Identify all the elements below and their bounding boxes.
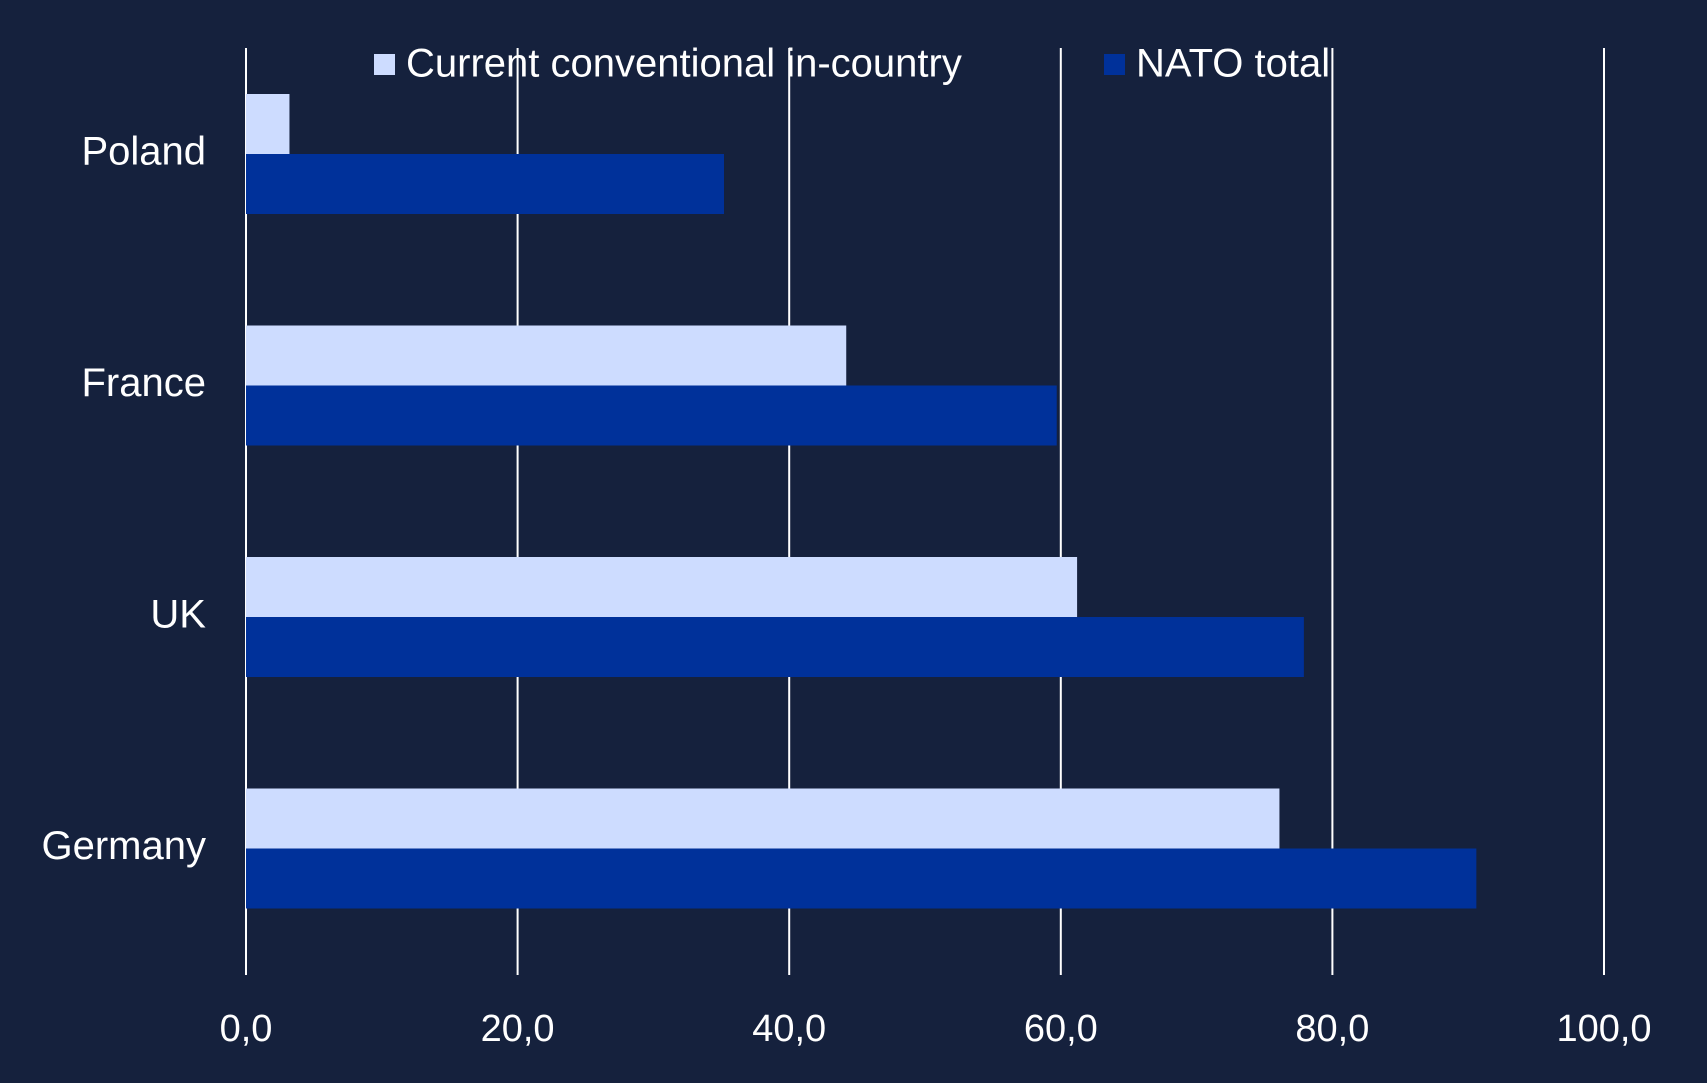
legend-label: Current conventional in-country <box>406 42 962 86</box>
y-category-label: Germany <box>42 824 207 868</box>
x-tick-label: 100,0 <box>1556 1008 1651 1050</box>
bar-current-conventional <box>246 788 1280 849</box>
legend-swatch <box>1104 54 1125 75</box>
bar-current-conventional <box>246 94 290 154</box>
legend: Current conventional in-country NATO tota… <box>374 42 1330 86</box>
bars <box>246 94 1477 909</box>
x-tick-label: 40,0 <box>752 1008 826 1050</box>
bar-nato-total <box>246 617 1304 677</box>
x-tick-label: 0,0 <box>220 1008 273 1050</box>
x-tick-label: 60,0 <box>1024 1008 1098 1050</box>
y-category-label: Poland <box>81 130 206 174</box>
legend-label: NATO total <box>1136 42 1330 86</box>
legend-swatch <box>374 54 395 75</box>
bar-current-conventional <box>246 557 1078 617</box>
bar-nato-total <box>246 848 1477 909</box>
axis-labels: 0,0 20,0 40,0 60,0 80,0 100,0 Poland France UK Ge… <box>42 130 1652 1050</box>
x-tick-label: 20,0 <box>481 1008 555 1050</box>
bar-current-conventional <box>246 325 847 386</box>
x-tick-label: 80,0 <box>1295 1008 1369 1050</box>
bar-nato-total <box>246 154 725 214</box>
y-category-label: UK <box>150 593 206 637</box>
y-category-label: France <box>82 361 207 405</box>
bar-nato-total <box>246 385 1057 446</box>
